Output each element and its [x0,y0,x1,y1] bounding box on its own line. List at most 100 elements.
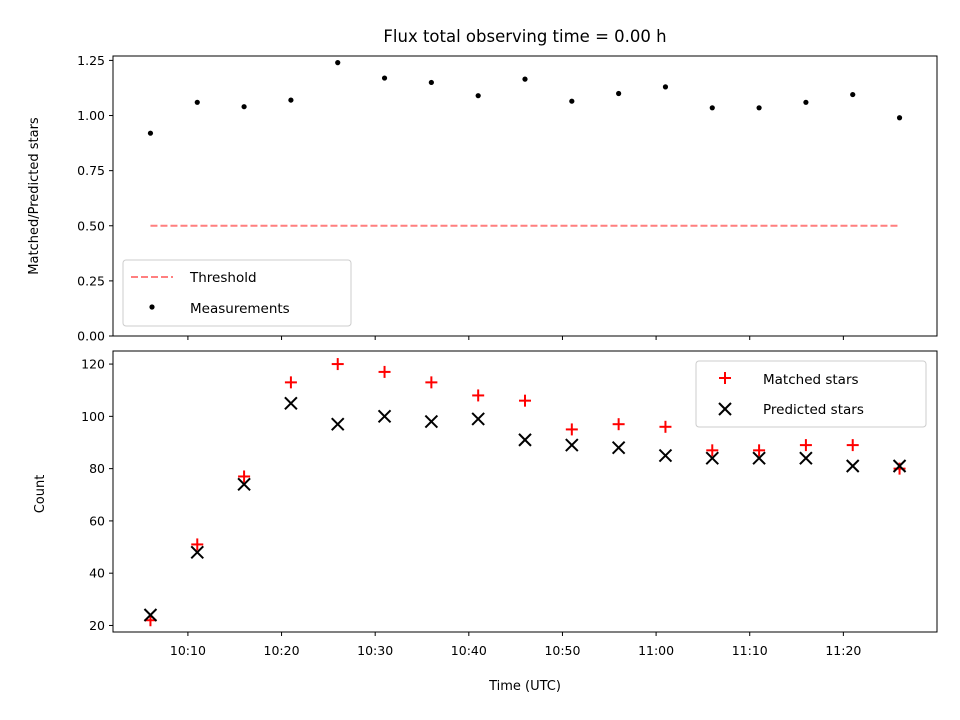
top-plot-frame [112,55,938,337]
chart-title: Flux total observing time = 0.00 h [383,27,666,46]
top-y-tick-label: 1.00 [77,108,105,123]
matched-star-point [846,439,859,452]
matched-star-point [706,444,719,457]
top-plot-marks [147,60,903,227]
legend-predicted-swatch [718,402,732,416]
matched-star-point [753,444,766,457]
measurement-point [756,105,762,111]
predicted-star-point [377,409,392,424]
predicted-star-point [565,438,579,452]
top-y-axis-label: Matched/Predicted stars [27,117,42,275]
predicted-star-point [752,451,766,465]
predicted-x-b [331,417,345,431]
predicted-star-point [190,545,204,559]
top-y-tick-label: 0.75 [77,163,105,178]
bottom-x-tick-label: 11:10 [732,643,768,658]
bottom-x-tick-label: 11:20 [825,643,861,658]
top-panel: 0.00 0.25 0.50 0.75 1.00 1.25 Matched/Predict… [27,53,938,344]
measurement-point [522,76,528,82]
measurement-point [850,91,856,98]
bottom-y-tick-label: 60 [89,513,105,528]
top-legend-box [122,259,352,327]
bottom-y-tick-label: 100 [81,409,105,424]
predicted-star-point [471,412,485,426]
predicted-x-b [143,608,158,622]
predicted-x-b [752,451,766,465]
bottom-x-axis-label: Time (UTC) [488,679,561,694]
predicted-x-b [892,459,907,473]
predicted-x-b [799,451,813,465]
bottom-x-tick-label: 10:40 [451,643,487,658]
matched-star-point [238,470,251,483]
bottom-x-tick-label: 10:50 [544,643,580,658]
top-y-tick-label: 0.25 [77,273,105,288]
predicted-x-b [846,459,860,473]
measurement-point [288,97,294,103]
legend-measurements-label: Measurements [190,301,290,317]
measurement-point [241,104,247,110]
bottom-panel: 20 40 60 80 100 120 10:10 10:20 10:30 10:40 10:50… [33,350,938,694]
matched-star-point [519,394,531,407]
matched-star-point [612,418,625,431]
predicted-x-b [237,477,251,492]
bottom-plot-frame [112,350,938,633]
predicted-x-b [471,412,485,426]
predicted-x-b [565,438,579,452]
legend-threshold-label: Threshold [189,270,257,286]
matched-star-point [659,420,672,433]
matched-star-point [284,376,297,389]
matched-star-point [565,423,578,436]
measurement-point [616,90,622,97]
predicted-star-point [846,459,860,473]
legend-matched-label: Matched stars [763,372,859,388]
predicted-star-point [237,477,251,492]
predicted-star-point [705,451,719,465]
bottom-x-tick-label: 11:00 [638,643,674,658]
matched-star-point [191,538,204,551]
legend-measurements-swatch [149,304,155,310]
legend-predicted-label: Predicted stars [763,402,864,418]
measurement-point [381,75,388,81]
measurement-point [662,84,669,90]
bottom-plot-marks [143,358,907,627]
top-y-tick-label: 1.25 [77,53,105,68]
predicted-star-point [424,414,439,429]
bottom-x-ticks: 10:10 10:20 10:30 10:40 10:50 11:00 11:10 11:20 [170,632,861,658]
predicted-star-point [658,448,673,463]
bottom-legend: Matched stars Predicted stars [695,360,927,428]
predicted-x-b [424,414,439,429]
bottom-x-tick-label: 10:10 [170,643,206,658]
predicted-x-b [611,441,626,455]
bottom-y-axis-label: Count [33,475,48,514]
top-x-ticks [187,336,844,340]
bottom-y-tick-label: 80 [89,461,105,476]
predicted-star-point [518,433,532,447]
measurement-point [896,115,903,121]
top-legend: Threshold Measurements [122,259,352,327]
measurement-point [803,99,809,105]
bottom-x-tick-label: 10:30 [357,643,393,658]
measurement-point [335,60,341,66]
predicted-x-b [518,433,532,447]
matched-star-point [425,376,438,389]
measurement-point [475,93,481,99]
predicted-x-b [284,396,298,410]
predicted-star-point [331,417,345,431]
bottom-x-tick-label: 10:20 [264,643,300,658]
predicted-star-point [892,459,907,473]
legend-matched-swatch [719,372,731,384]
bottom-legend-box [695,360,927,428]
predicted-x-b [377,409,392,424]
predicted-star-point [799,451,813,465]
predicted-star-point [143,608,158,622]
bottom-y-ticks: 20 40 60 80 100 120 [81,357,113,633]
measurement-point [709,105,715,111]
predicted-x-b [190,545,204,559]
measurement-point [147,130,154,136]
bottom-y-tick-label: 120 [81,357,105,372]
bottom-y-tick-label: 40 [89,566,105,581]
matched-star-point [331,358,344,371]
measurement-point [428,79,434,86]
